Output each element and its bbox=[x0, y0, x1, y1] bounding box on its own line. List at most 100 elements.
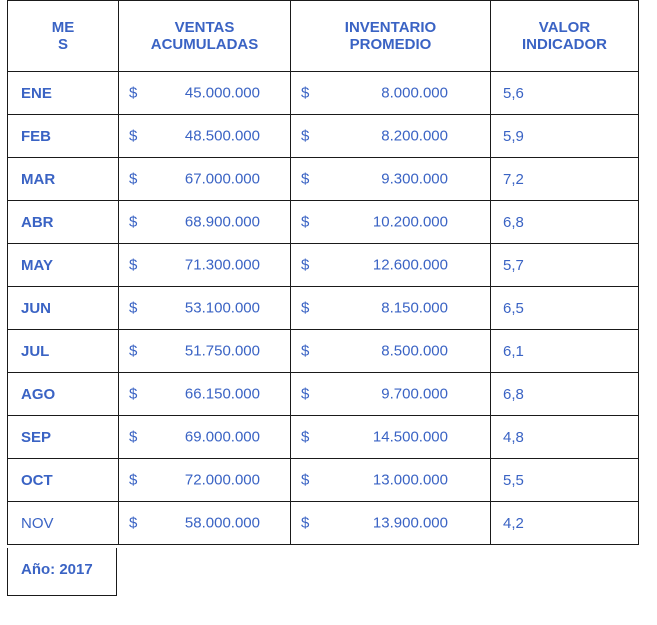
month-cell: AGO bbox=[7, 372, 119, 416]
header-month-line-1: ME bbox=[51, 19, 75, 36]
header-indicator-line-1: VALOR bbox=[538, 19, 591, 36]
sales-amount: 67.000.000 bbox=[184, 170, 260, 188]
sales-cell: $48.500.000 bbox=[118, 114, 291, 158]
currency-symbol: $ bbox=[301, 127, 310, 145]
sales-amount: 68.900.000 bbox=[184, 213, 260, 231]
inventory-amount: 8.200.000 bbox=[381, 127, 448, 145]
indicator-cell: 6,8 bbox=[490, 372, 639, 416]
table-row: MAR $67.000.000 $9.300.000 7,2 bbox=[7, 157, 639, 201]
indicator-cell: 6,1 bbox=[490, 329, 639, 373]
inventory-cell: $8.500.000 bbox=[290, 329, 491, 373]
sales-cell: $71.300.000 bbox=[118, 243, 291, 287]
month-cell: SEP bbox=[7, 415, 119, 459]
indicator-cell: 5,5 bbox=[490, 458, 639, 502]
table-row: ABR $68.900.000 $10.200.000 6,8 bbox=[7, 200, 639, 244]
currency-symbol: $ bbox=[129, 385, 138, 403]
header-inventory-line-2: PROMEDIO bbox=[349, 36, 432, 53]
inventory-amount: 9.300.000 bbox=[381, 170, 448, 188]
indicator-cell: 5,9 bbox=[490, 114, 639, 158]
month-cell: MAY bbox=[7, 243, 119, 287]
inventory-cell: $8.200.000 bbox=[290, 114, 491, 158]
inventory-amount: 10.200.000 bbox=[372, 213, 448, 231]
inventory-cell: $8.000.000 bbox=[290, 71, 491, 115]
sales-amount: 66.150.000 bbox=[184, 385, 260, 403]
currency-symbol: $ bbox=[129, 256, 138, 274]
currency-symbol: $ bbox=[301, 514, 310, 532]
inventory-amount: 8.000.000 bbox=[381, 84, 448, 102]
currency-symbol: $ bbox=[301, 170, 310, 188]
sales-cell: $72.000.000 bbox=[118, 458, 291, 502]
sales-cell: $67.000.000 bbox=[118, 157, 291, 201]
table-row: NOV $58.000.000 $13.900.000 4,2 bbox=[7, 501, 639, 545]
currency-symbol: $ bbox=[301, 428, 310, 446]
month-cell: ENE bbox=[7, 71, 119, 115]
currency-symbol: $ bbox=[301, 471, 310, 489]
inventory-cell: $13.000.000 bbox=[290, 458, 491, 502]
inventory-amount: 8.500.000 bbox=[381, 342, 448, 360]
sales-amount: 72.000.000 bbox=[184, 471, 260, 489]
sales-cell: $45.000.000 bbox=[118, 71, 291, 115]
table-row: FEB $48.500.000 $8.200.000 5,9 bbox=[7, 114, 639, 158]
header-sales-line-1: VENTAS bbox=[174, 19, 235, 36]
currency-symbol: $ bbox=[129, 299, 138, 317]
currency-symbol: $ bbox=[301, 299, 310, 317]
sales-amount: 45.000.000 bbox=[184, 84, 260, 102]
month-cell: JUL bbox=[7, 329, 119, 373]
header-sales-line-2: ACUMULADAS bbox=[150, 36, 259, 53]
inventory-cell: $10.200.000 bbox=[290, 200, 491, 244]
currency-symbol: $ bbox=[129, 514, 138, 532]
table-row: JUL $51.750.000 $8.500.000 6,1 bbox=[7, 329, 639, 373]
currency-symbol: $ bbox=[129, 127, 138, 145]
inventory-amount: 13.900.000 bbox=[372, 514, 448, 532]
currency-symbol: $ bbox=[129, 213, 138, 231]
header-indicator: VALOR INDICADOR bbox=[490, 0, 639, 72]
month-cell: FEB bbox=[7, 114, 119, 158]
sales-cell: $51.750.000 bbox=[118, 329, 291, 373]
indicator-cell: 7,2 bbox=[490, 157, 639, 201]
sales-cell: $58.000.000 bbox=[118, 501, 291, 545]
inventory-cell: $13.900.000 bbox=[290, 501, 491, 545]
inventory-cell: $8.150.000 bbox=[290, 286, 491, 330]
header-inventory-line-1: INVENTARIO bbox=[344, 19, 437, 36]
header-month-line-2: S bbox=[57, 36, 68, 53]
currency-symbol: $ bbox=[129, 471, 138, 489]
table-row: SEP $69.000.000 $14.500.000 4,8 bbox=[7, 415, 639, 459]
table-row: ENE $45.000.000 $8.000.000 5,6 bbox=[7, 71, 639, 115]
inventory-amount: 13.000.000 bbox=[372, 471, 448, 489]
table-row: JUN $53.100.000 $8.150.000 6,5 bbox=[7, 286, 639, 330]
currency-symbol: $ bbox=[129, 84, 138, 102]
indicator-cell: 6,8 bbox=[490, 200, 639, 244]
sales-cell: $69.000.000 bbox=[118, 415, 291, 459]
inventory-amount: 9.700.000 bbox=[381, 385, 448, 403]
currency-symbol: $ bbox=[129, 428, 138, 446]
header-row: ME S VENTAS ACUMULADAS INVENTARIO PROMED… bbox=[7, 0, 639, 72]
sales-cell: $53.100.000 bbox=[118, 286, 291, 330]
sales-amount: 58.000.000 bbox=[184, 514, 260, 532]
month-cell: JUN bbox=[7, 286, 119, 330]
month-cell: OCT bbox=[7, 458, 119, 502]
month-cell: MAR bbox=[7, 157, 119, 201]
month-cell: NOV bbox=[7, 501, 119, 545]
currency-symbol: $ bbox=[301, 385, 310, 403]
header-sales: VENTAS ACUMULADAS bbox=[118, 0, 291, 72]
indicator-table-sheet: ME S VENTAS ACUMULADAS INVENTARIO PROMED… bbox=[7, 0, 639, 545]
indicator-cell: 5,7 bbox=[490, 243, 639, 287]
month-cell: ABR bbox=[7, 200, 119, 244]
header-inventory: INVENTARIO PROMEDIO bbox=[290, 0, 491, 72]
sales-cell: $66.150.000 bbox=[118, 372, 291, 416]
indicator-cell: 5,6 bbox=[490, 71, 639, 115]
inventory-cell: $9.700.000 bbox=[290, 372, 491, 416]
indicator-cell: 4,2 bbox=[490, 501, 639, 545]
sales-cell: $68.900.000 bbox=[118, 200, 291, 244]
currency-symbol: $ bbox=[301, 256, 310, 274]
inventory-amount: 14.500.000 bbox=[372, 428, 448, 446]
header-indicator-line-2: INDICADOR bbox=[522, 36, 607, 53]
inventory-amount: 8.150.000 bbox=[381, 299, 448, 317]
sales-amount: 53.100.000 bbox=[184, 299, 260, 317]
sales-amount: 51.750.000 bbox=[184, 342, 260, 360]
currency-symbol: $ bbox=[129, 342, 138, 360]
inventory-cell: $14.500.000 bbox=[290, 415, 491, 459]
inventory-cell: $9.300.000 bbox=[290, 157, 491, 201]
sales-amount: 69.000.000 bbox=[184, 428, 260, 446]
currency-symbol: $ bbox=[129, 170, 138, 188]
